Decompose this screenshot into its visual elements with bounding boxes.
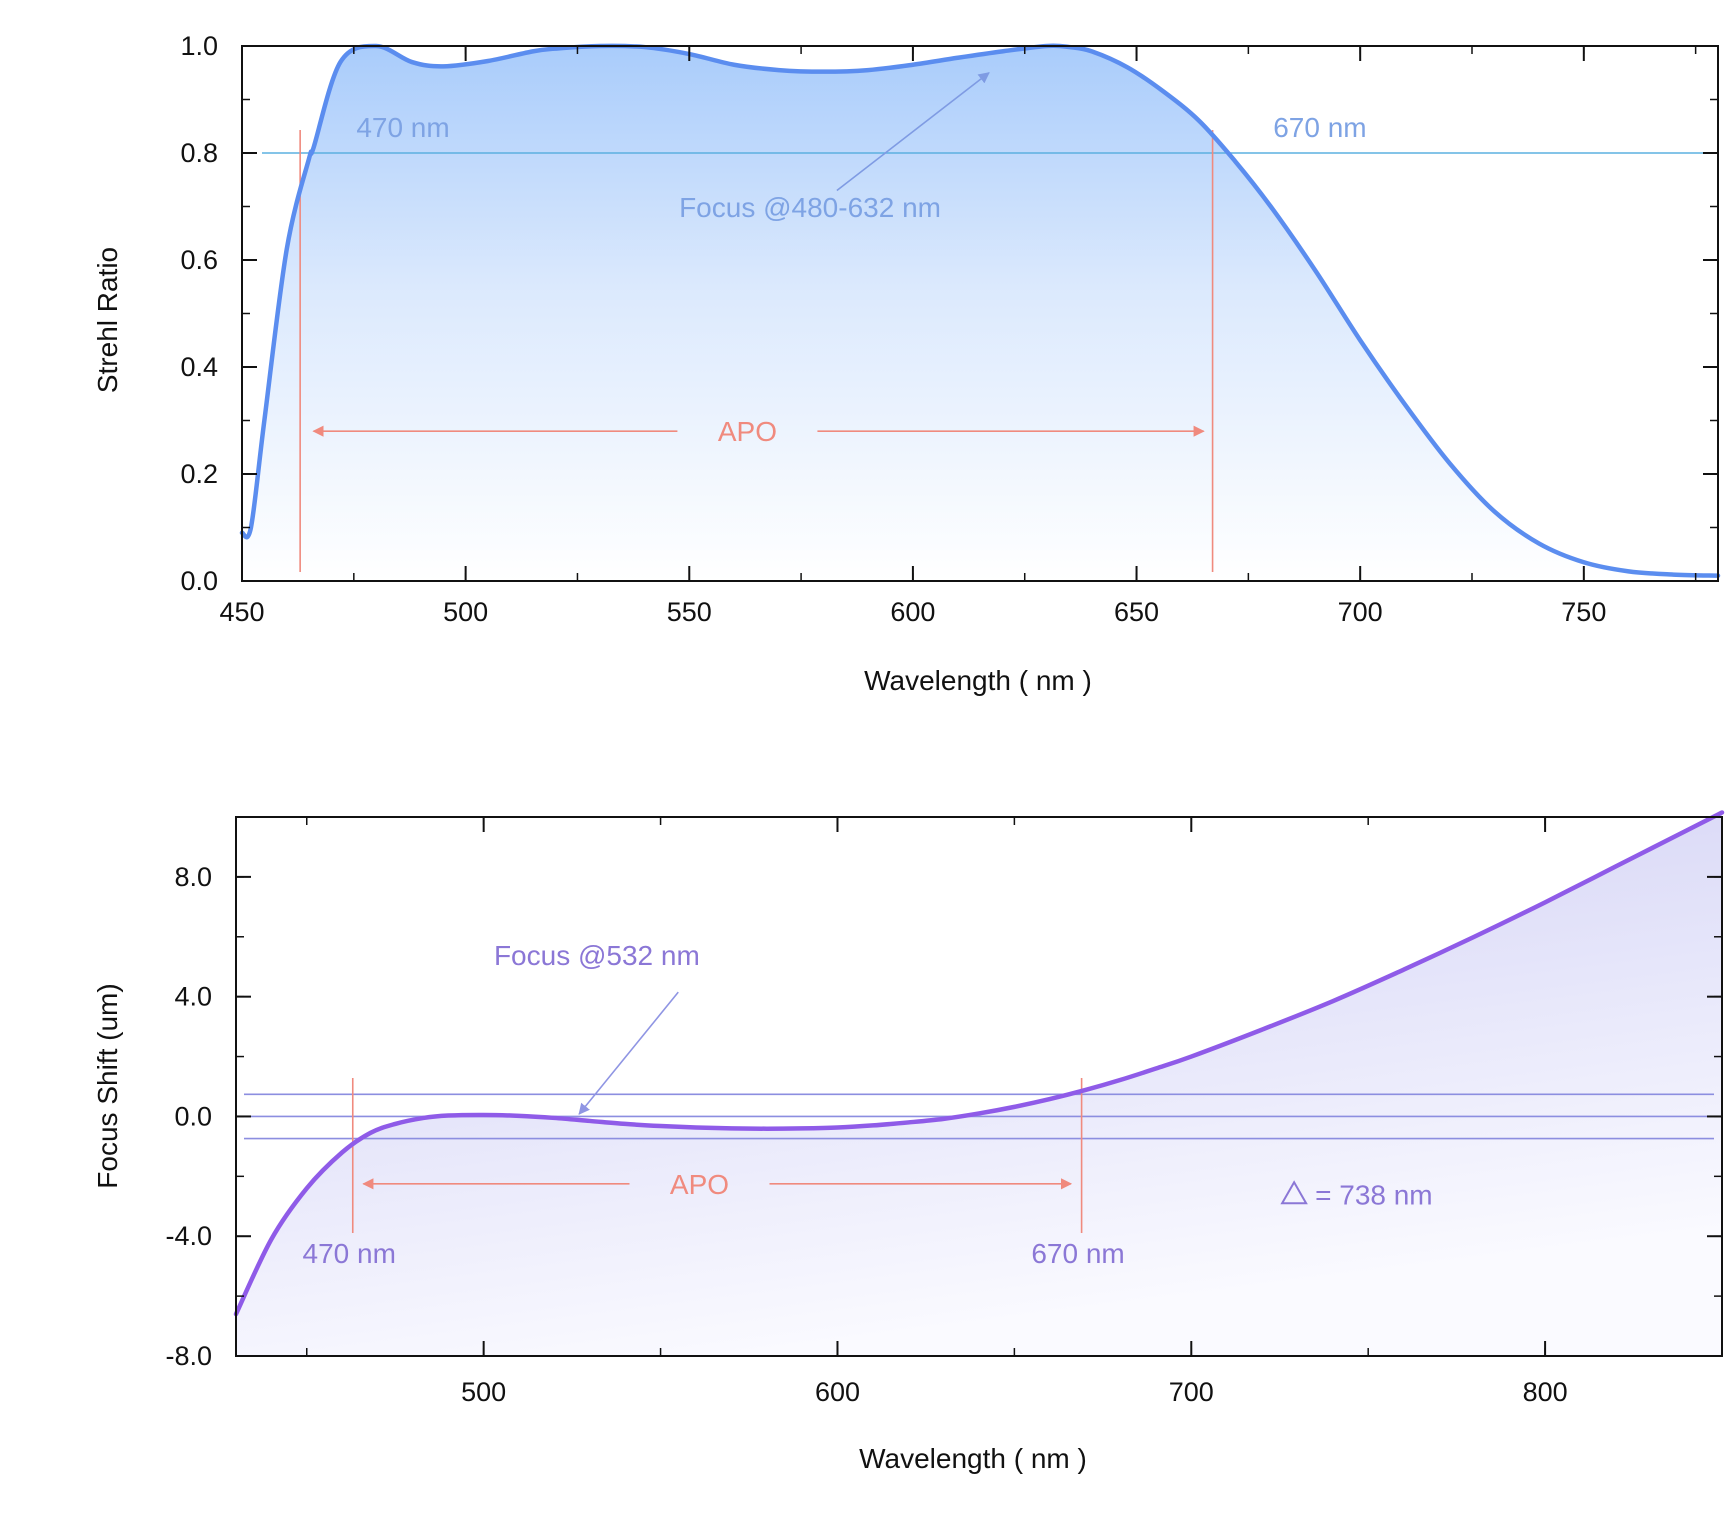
x-tick-label: 650 (1114, 597, 1159, 627)
x-tick-label: 800 (1523, 1377, 1568, 1407)
series-line (239, 43, 1721, 578)
y-tick-label: 0.4 (180, 352, 218, 382)
x-tick-label: 600 (815, 1377, 860, 1407)
x-tick-label: 600 (890, 597, 935, 627)
y-tick-label: 0.2 (180, 459, 218, 489)
y-tick-label: -4.0 (165, 1221, 212, 1251)
apo-label: APO (718, 416, 777, 447)
y-tick-label: 0.0 (174, 1101, 212, 1131)
series-area-fill (242, 45, 1718, 582)
y-tick-label: 4.0 (174, 982, 212, 1012)
plot-frame (235, 816, 1723, 1357)
left-edge-label: 470 nm (303, 1238, 396, 1269)
delta-icon (1280, 1180, 1308, 1205)
x-axis-label: Wavelength ( nm ) (859, 1443, 1087, 1474)
y-tick-label: 1.0 (180, 31, 218, 61)
focus-arrow (578, 991, 679, 1115)
focus-arrow (836, 72, 990, 192)
y-tick-label: 8.0 (174, 862, 212, 892)
y-tick-label: -8.0 (165, 1341, 212, 1371)
apo-label: APO (670, 1169, 729, 1200)
right-edge-label: 670 nm (1273, 112, 1366, 143)
x-axis-label: Wavelength ( nm ) (864, 665, 1092, 696)
focus-label: Focus @532 nm (494, 940, 700, 971)
series-area-fill (236, 812, 1722, 1356)
focus-shift-chart: 500 600 700 800 -8.0 -4.0 0.0 4.0 8.0 Wavelength … (92, 810, 1725, 1474)
y-axis-label: Focus Shift (um) (92, 983, 123, 1188)
y-tick-label: 0.0 (180, 566, 218, 596)
x-tick-label: 550 (667, 597, 712, 627)
y-axis-label: Strehl Ratio (92, 247, 123, 393)
y-tick-label: 0.6 (180, 245, 218, 275)
delta-label: = 738 nm (1315, 1179, 1433, 1210)
strehl-ratio-chart: 450 500 550 600 650 700 750 0.0 0.2 0.4 0.6 0.8 1.0 W… (92, 31, 1721, 696)
x-tick-label: 450 (219, 597, 264, 627)
x-tick-label: 500 (461, 1377, 506, 1407)
right-edge-label: 670 nm (1031, 1238, 1124, 1269)
x-tick-label: 500 (443, 597, 488, 627)
x-tick-label: 750 (1561, 597, 1606, 627)
y-tick-label: 0.8 (180, 138, 218, 168)
focus-label: Focus @480-632 nm (679, 192, 941, 223)
x-tick-label: 700 (1169, 1377, 1214, 1407)
left-edge-label: 470 nm (356, 112, 449, 143)
series-line (233, 810, 1725, 1317)
x-tick-label: 700 (1338, 597, 1383, 627)
